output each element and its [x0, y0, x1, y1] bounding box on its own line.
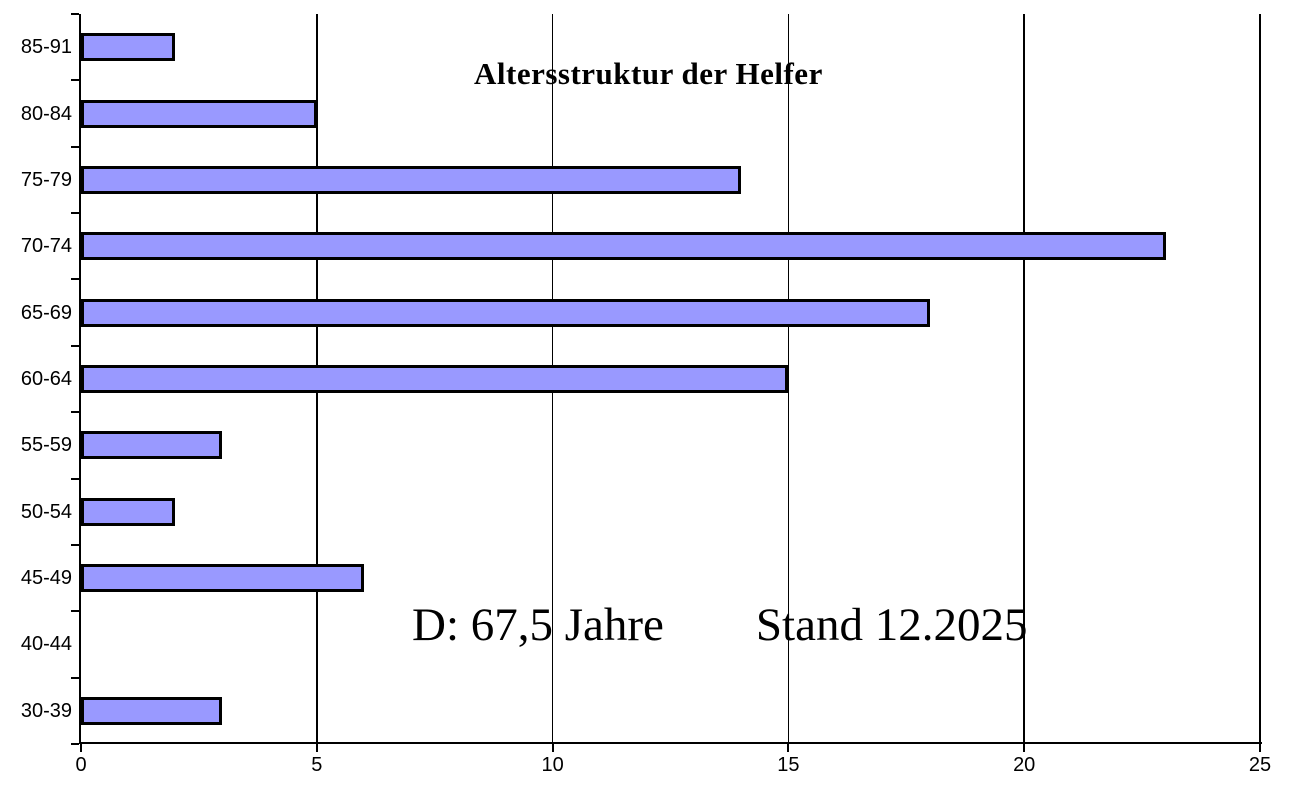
y-axis-tick — [71, 543, 79, 546]
y-axis-tick — [71, 676, 79, 679]
x-gridline — [1023, 14, 1025, 744]
chart-title: Altersstruktur der Helfer — [474, 56, 823, 91]
bar — [81, 232, 1166, 261]
bar — [81, 99, 317, 128]
x-axis-tick-label: 25 — [1248, 754, 1272, 776]
bar — [81, 165, 742, 194]
y-category-label: 85-91 — [20, 36, 72, 59]
bar — [81, 497, 176, 526]
x-axis-tick-label: 20 — [1013, 754, 1036, 776]
y-category-label: 65-69 — [20, 301, 72, 324]
y-axis-tick — [71, 743, 79, 745]
x-axis-tick — [80, 744, 82, 752]
x-gridline — [1259, 14, 1261, 744]
x-axis-tick-label: 10 — [541, 754, 564, 776]
y-axis-tick — [71, 145, 79, 148]
y-axis-tick — [71, 13, 79, 15]
bar — [81, 696, 223, 725]
x-axis-tick — [1023, 744, 1026, 752]
x-axis-tick-label: 5 — [311, 754, 323, 776]
y-category-label: 50-54 — [20, 500, 72, 523]
y-category-label: 55-59 — [20, 434, 72, 457]
y-axis-tick — [71, 610, 79, 613]
y-category-label: 60-64 — [20, 368, 72, 390]
y-category-label: 40-44 — [20, 633, 72, 656]
y-axis-tick — [71, 411, 79, 414]
bar — [81, 365, 789, 393]
y-category-label: 45-49 — [20, 567, 72, 590]
x-axis-tick-label: 15 — [777, 754, 800, 776]
y-category-label: 80-84 — [20, 102, 72, 125]
x-axis-tick — [551, 744, 554, 752]
x-axis-tick — [315, 744, 318, 752]
x-axis-tick — [787, 744, 790, 752]
x-gridline — [787, 14, 790, 744]
x-axis-line — [79, 742, 1262, 744]
chart-annotations: D: 67,5 Jahre Stand 12.2025 — [412, 598, 1027, 652]
bar — [81, 33, 176, 62]
average-age-annotation: D: 67,5 Jahre — [412, 599, 664, 651]
bar — [81, 431, 223, 460]
y-axis-line — [79, 14, 81, 744]
as-of-date-annotation: Stand 12.2025 — [755, 599, 1028, 651]
y-axis-tick — [71, 278, 79, 281]
bar — [81, 564, 364, 593]
y-category-label: 75-79 — [20, 168, 72, 191]
x-axis-tick — [1259, 744, 1261, 752]
x-axis-tick-label: 0 — [75, 754, 87, 776]
bar — [81, 298, 930, 327]
y-axis-tick — [71, 344, 79, 347]
y-axis-tick — [71, 212, 79, 215]
y-axis-tick — [71, 477, 79, 480]
y-category-label: 30-39 — [20, 699, 72, 722]
y-axis-tick — [71, 79, 79, 82]
y-category-label: 70-74 — [20, 235, 72, 258]
